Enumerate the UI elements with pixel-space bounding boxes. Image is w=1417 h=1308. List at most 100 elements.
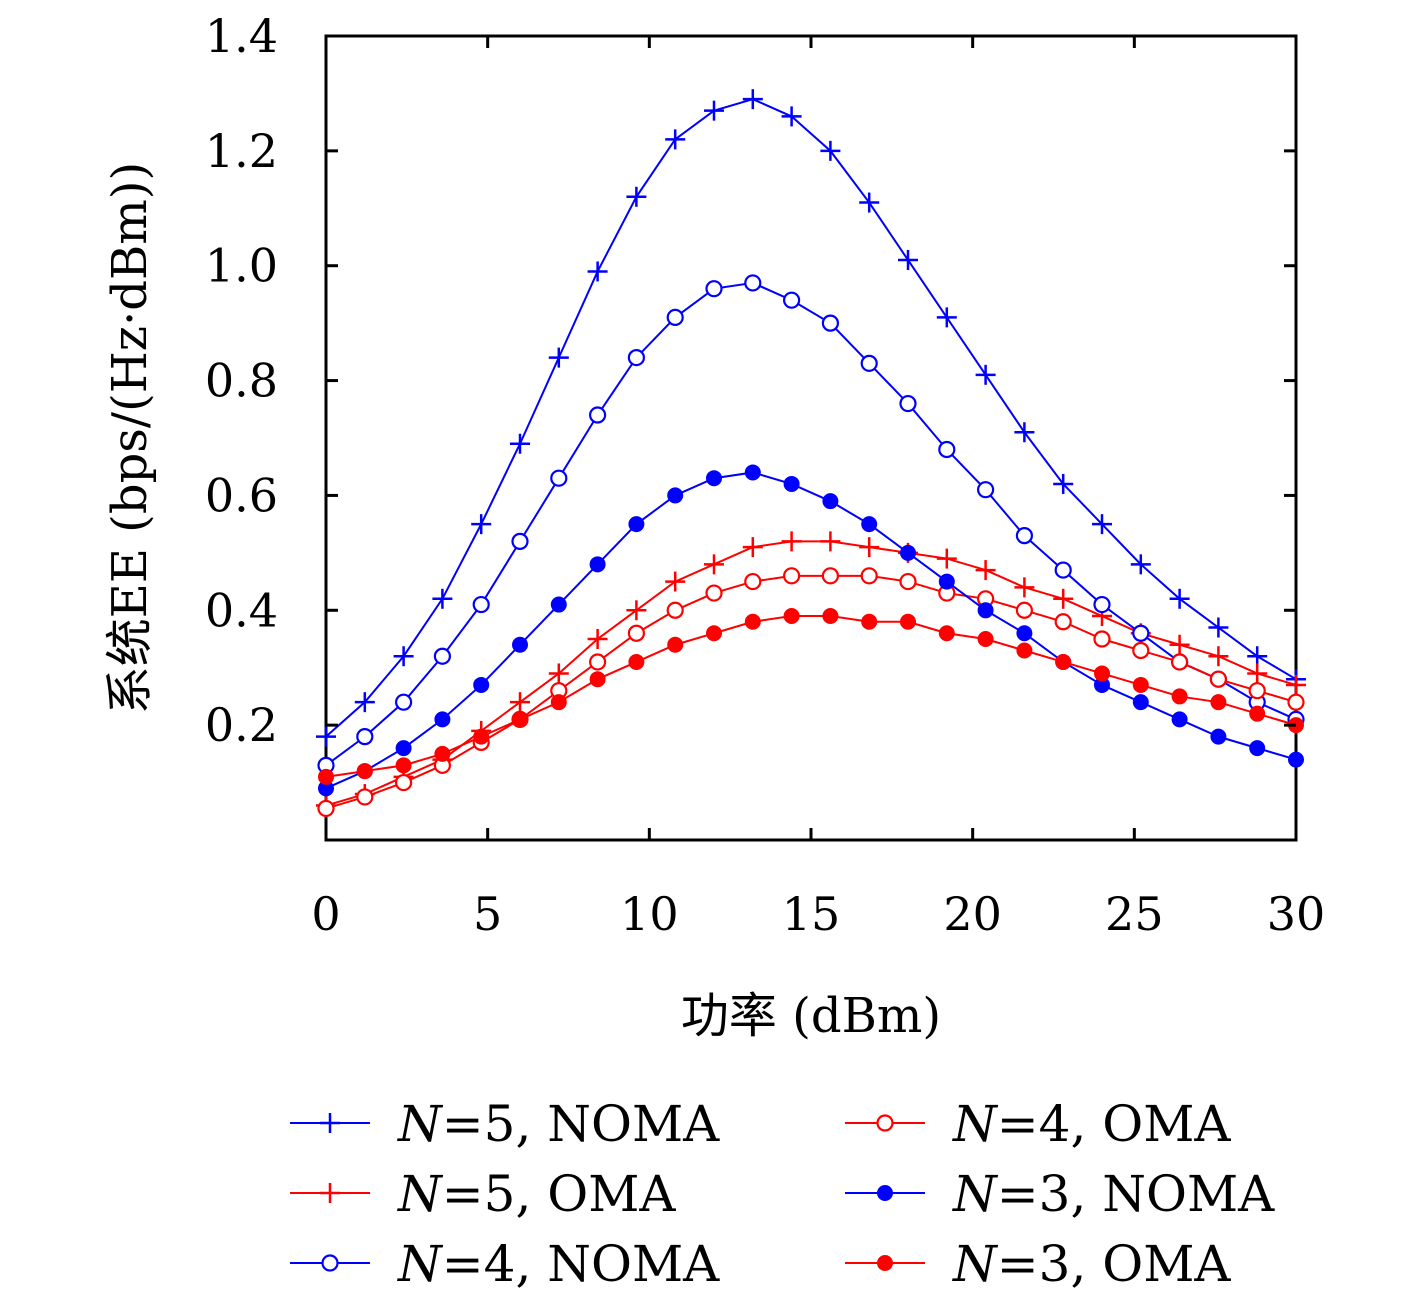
data-point <box>587 629 608 649</box>
data-point <box>938 440 956 459</box>
legend-marker <box>876 1114 894 1132</box>
data-point <box>860 567 878 585</box>
data-point <box>1053 588 1074 609</box>
data-point <box>704 554 724 575</box>
data-point <box>783 475 800 492</box>
data-point <box>548 663 569 684</box>
data-point <box>1054 561 1072 579</box>
data-point <box>666 601 684 619</box>
data-point <box>395 757 412 774</box>
data-point <box>550 469 568 487</box>
data-point <box>936 548 957 569</box>
data-point <box>1169 588 1190 609</box>
data-point <box>1014 577 1035 598</box>
y-tick-label: 1.4 <box>205 9 278 63</box>
data-point <box>1093 595 1111 614</box>
series-4 <box>318 464 1304 797</box>
data-point <box>1288 751 1304 768</box>
series-1 <box>316 531 1306 816</box>
data-point <box>1016 642 1033 659</box>
y-tick-label: 0.8 <box>205 354 278 408</box>
y-tick-label: 0.6 <box>205 468 278 522</box>
data-point <box>318 768 334 785</box>
data-point <box>1014 422 1035 443</box>
data-point <box>550 596 567 613</box>
data-point <box>589 671 606 688</box>
data-point <box>667 487 684 504</box>
data-point <box>356 763 373 780</box>
data-point <box>356 788 374 806</box>
x-tick-label: 20 <box>943 887 1002 941</box>
data-point <box>744 572 762 591</box>
legend-marker <box>877 1255 893 1271</box>
data-point <box>472 595 490 614</box>
legend-marker <box>320 1183 340 1203</box>
data-point <box>1132 676 1149 693</box>
data-point <box>1132 641 1150 660</box>
data-point <box>1248 682 1266 700</box>
legend-label: N=4, OMA <box>952 1095 1231 1153</box>
series-line <box>325 540 1297 807</box>
data-point <box>900 544 916 561</box>
data-point <box>977 602 994 619</box>
plot-area <box>316 34 1306 842</box>
data-point <box>627 624 646 642</box>
y-tick-label: 0.2 <box>205 698 278 752</box>
data-point <box>1208 617 1229 638</box>
legend-label: N=3, OMA <box>952 1235 1231 1293</box>
data-point <box>1093 630 1111 648</box>
x-tick-label: 30 <box>1267 887 1326 941</box>
data-point <box>1286 674 1306 695</box>
data-point <box>434 745 451 762</box>
data-point <box>473 728 490 745</box>
data-point <box>1247 663 1268 684</box>
plot-frame <box>324 34 1298 842</box>
series-3 <box>317 567 1305 818</box>
data-point <box>781 531 802 552</box>
data-point <box>354 692 375 713</box>
data-point <box>938 573 955 590</box>
y-tick-label: 1.0 <box>205 239 278 293</box>
data-point <box>473 676 490 693</box>
data-point <box>628 516 645 533</box>
data-point <box>781 106 802 127</box>
data-point <box>1015 601 1034 619</box>
data-point <box>975 364 996 385</box>
series-line <box>325 574 1297 810</box>
data-point <box>626 600 647 621</box>
y-axis-title: 系统EE (bps/(Hz·dBm)) <box>102 162 158 714</box>
data-point <box>432 588 453 609</box>
data-point <box>783 608 800 625</box>
data-point <box>1171 688 1188 705</box>
legend-item: N=5, NOMA <box>290 1095 720 1153</box>
data-point <box>899 572 917 591</box>
legend: N=5, NOMA N=4, OMA N=5, OMA N=3, NOMA N=4, N… <box>290 1095 1275 1293</box>
data-point <box>1210 728 1227 745</box>
legend-label: N=3, NOMA <box>952 1165 1275 1223</box>
data-point <box>860 354 878 372</box>
x-tick-label: 5 <box>473 887 502 941</box>
data-point <box>550 694 567 711</box>
data-point <box>938 625 955 642</box>
data-point <box>742 537 763 558</box>
data-point <box>782 291 801 309</box>
data-point <box>1209 670 1228 688</box>
data-point <box>471 514 492 535</box>
legend-marker <box>320 1113 340 1133</box>
legend-item: N=3, NOMA <box>845 1165 1275 1223</box>
data-point <box>820 140 841 161</box>
data-point <box>744 274 762 292</box>
data-point <box>859 537 880 558</box>
data-point <box>665 571 686 592</box>
series-5 <box>318 608 1304 785</box>
data-point <box>744 613 761 630</box>
data-point <box>588 406 607 424</box>
x-tick-label: 25 <box>1105 887 1164 941</box>
data-point <box>1249 740 1266 757</box>
series-line <box>325 98 1297 738</box>
data-point <box>822 608 839 625</box>
data-point <box>1247 646 1268 667</box>
data-point <box>1169 634 1190 655</box>
legend-marker <box>321 1254 339 1272</box>
x-axis: 0 5 10 15 20 25 30 <box>311 36 1325 941</box>
